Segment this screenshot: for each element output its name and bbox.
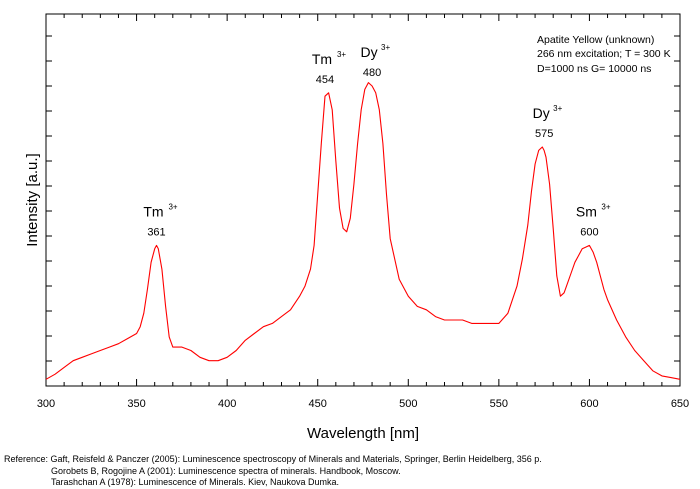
- annotation-line-2: 266 nm excitation; T = 300 K: [537, 48, 671, 60]
- peak-wavelength-label: 575: [535, 128, 553, 140]
- x-tick-label: 550: [490, 398, 508, 410]
- peak-wavelength-label: 600: [580, 226, 598, 238]
- x-tick-label: 350: [127, 398, 145, 410]
- peak-ion-label: Tm: [312, 51, 332, 67]
- peak-ion-label: Dy: [533, 105, 550, 121]
- peak-wavelength-label: 361: [147, 226, 165, 238]
- reference-2: Gorobets B, Rogojine A (2001): Luminesce…: [51, 465, 401, 476]
- reference-1: Reference: Gaft, Reisfeld & Panczer (200…: [4, 454, 542, 464]
- plot-frame: [45, 13, 681, 387]
- peak-ion-label: Tm: [143, 203, 163, 219]
- luminescence-chart: 300 350 400 450 500 550 600 650 361 Tm 3+ 454 Tm 3+ 4…: [24, 13, 689, 442]
- peak-ion-charge: 3+: [381, 43, 390, 52]
- x-tick-label: 300: [37, 398, 55, 410]
- annotation-box: Apatite Yellow (unknown) 266 nm excitati…: [537, 34, 671, 75]
- references: Reference: Gaft, Reisfeld & Panczer (200…: [4, 454, 542, 489]
- x-tick-label: 600: [580, 398, 598, 410]
- x-tick-label: 450: [309, 398, 327, 410]
- y-axis-ticks: [46, 35, 680, 362]
- peak-ion-charge: 3+: [168, 202, 177, 211]
- x-axis-ticks: 300 350 400 450 500 550 600 650: [37, 14, 689, 410]
- annotation-line-3: D=1000 ns G= 10000 ns: [537, 63, 651, 75]
- annotation-line-1: Apatite Yellow (unknown): [537, 34, 654, 46]
- x-tick-label: 400: [218, 398, 236, 410]
- peak-ion-charge: 3+: [553, 104, 562, 113]
- peak-ion-charge: 3+: [337, 50, 346, 59]
- peak-wavelength-label: 454: [316, 74, 334, 86]
- y-axis-label: Intensity [a.u.]: [24, 153, 41, 246]
- x-tick-label: 500: [399, 398, 417, 410]
- peak-ion-charge: 3+: [601, 202, 610, 211]
- spectrum-line: [45, 82, 681, 380]
- reference-3: Tarashchan A (1978): Luminescence of Min…: [51, 477, 339, 487]
- peak-ion-label: Sm: [576, 203, 597, 219]
- peak-ion-label: Dy: [360, 44, 377, 60]
- peak-wavelength-label: 480: [363, 67, 381, 79]
- x-tick-label: 650: [671, 398, 689, 410]
- x-axis-label: Wavelength [nm]: [307, 425, 419, 442]
